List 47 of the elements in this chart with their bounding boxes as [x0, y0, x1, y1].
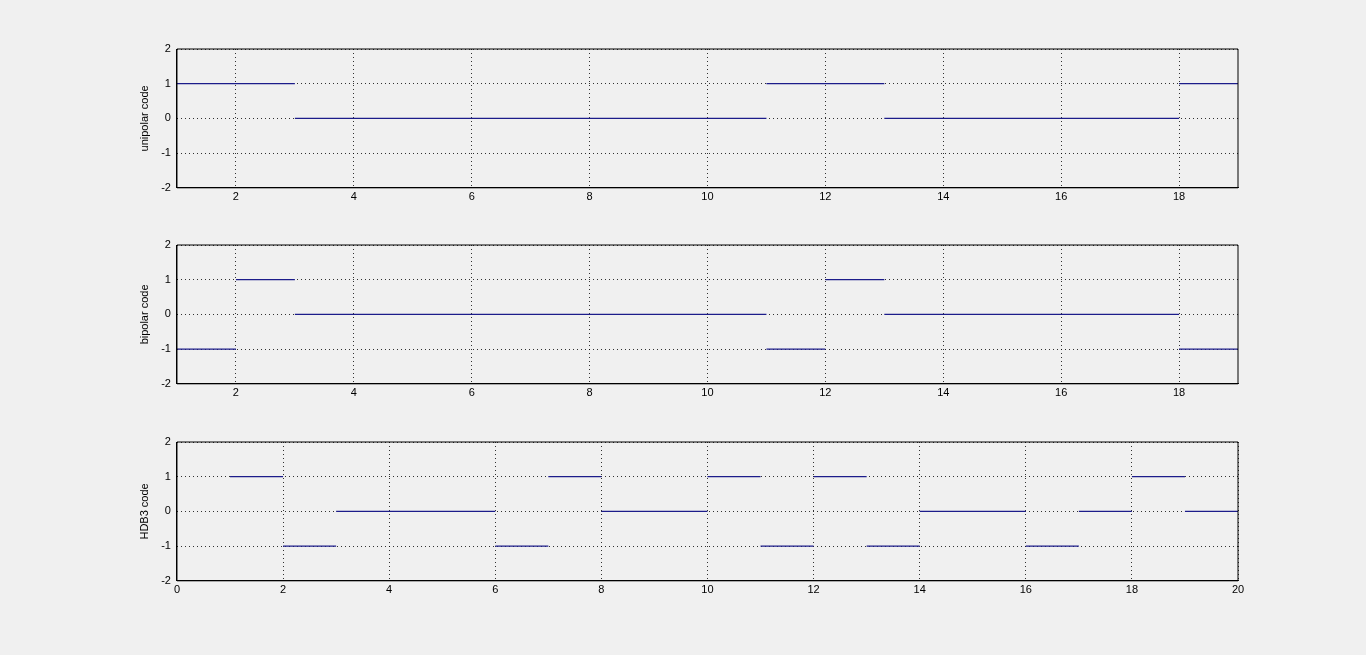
y-tick-label: 2 [164, 42, 171, 55]
y-tick-label: 1 [164, 272, 171, 285]
y-axis-title: bipolar code [137, 284, 150, 345]
y-tick-label: 0 [164, 307, 171, 320]
x-tick-label: 12 [807, 583, 820, 596]
x-tick-label: 18 [1172, 386, 1186, 399]
x-tick-label: 6 [492, 583, 499, 596]
x-tick-label: 20 [1231, 583, 1245, 596]
x-tick-label: 14 [937, 190, 950, 203]
x-tick-label: 4 [350, 190, 357, 203]
x-tick-label: 16 [1055, 386, 1068, 399]
x-tick-label: 2 [232, 190, 239, 203]
x-tick-label: 2 [232, 386, 239, 399]
y-tick-label: -2 [161, 376, 171, 389]
y-tick-label: 0 [164, 111, 171, 124]
y-axis-title: unipolar code [137, 85, 150, 152]
x-tick-label: 10 [701, 190, 714, 203]
y-tick-label: 1 [164, 76, 171, 89]
x-tick-label: 0 [173, 583, 181, 596]
y-tick-label: -1 [161, 342, 171, 355]
x-tick-label: 6 [468, 386, 475, 399]
x-tick-label: 4 [350, 386, 357, 399]
y-tick-label: 2 [164, 435, 171, 448]
y-tick-label: -1 [161, 539, 171, 552]
x-tick-label: 8 [586, 190, 593, 203]
x-tick-label: 6 [468, 190, 475, 203]
y-tick-label: -2 [161, 180, 171, 193]
x-tick-label: 14 [913, 583, 926, 596]
x-tick-label: 18 [1125, 583, 1139, 596]
x-tick-label: 2 [280, 583, 287, 596]
x-tick-label: 12 [819, 190, 832, 203]
y-tick-label: 0 [164, 504, 171, 517]
x-tick-label: 12 [819, 386, 832, 399]
x-tick-label: 14 [937, 386, 950, 399]
y-tick-label: -1 [161, 146, 171, 159]
x-tick-label: 8 [586, 386, 593, 399]
x-tick-label: 4 [386, 583, 393, 596]
x-tick-label: 16 [1055, 190, 1068, 203]
y-tick-label: 1 [164, 469, 171, 482]
x-tick-label: 10 [701, 386, 714, 399]
y-tick-label: 2 [164, 238, 171, 251]
x-tick-label: 8 [598, 583, 605, 596]
x-tick-label: 18 [1172, 190, 1186, 203]
y-tick-label: -2 [161, 573, 171, 586]
y-axis-title: HDB3 code [137, 483, 150, 540]
x-tick-label: 10 [701, 583, 714, 596]
x-tick-label: 16 [1019, 583, 1032, 596]
